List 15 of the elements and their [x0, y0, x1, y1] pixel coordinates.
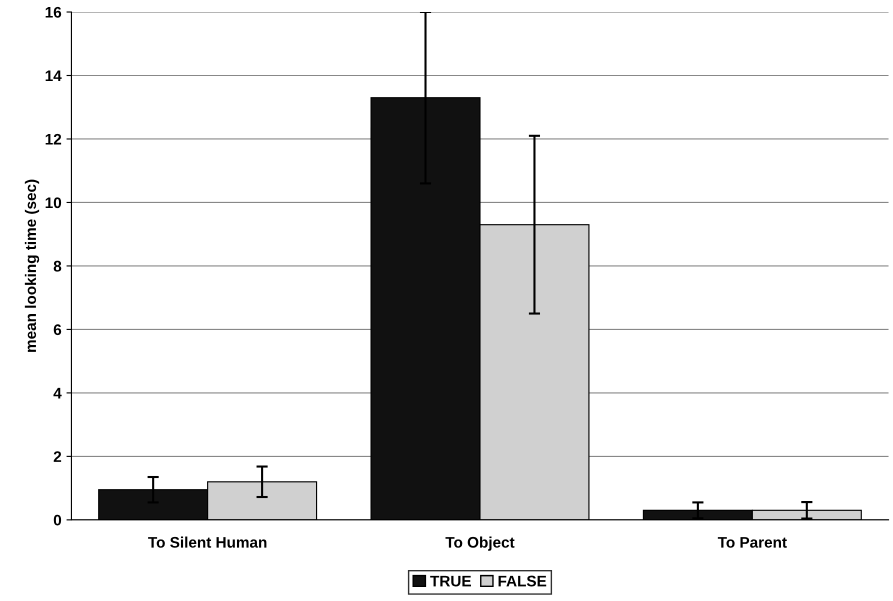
- y-tick-label: 2: [54, 451, 62, 462]
- x-tick-label: To Silent Human: [148, 536, 266, 548]
- y-tick-label: 10: [46, 197, 62, 208]
- y-tick-label: 16: [46, 6, 62, 18]
- y-tick-label: 6: [54, 324, 62, 336]
- y-tick-label: 0: [54, 514, 62, 526]
- y-tick-label: 8: [54, 260, 62, 272]
- legend-label: FALSE: [498, 576, 546, 586]
- y-tick-label: 4: [53, 388, 62, 398]
- x-tick-label: To Object: [446, 536, 514, 551]
- y-axis-title: mean looking time (sec): [24, 180, 40, 352]
- y-tick-label: 12: [46, 134, 62, 145]
- legend-label: TRUE: [430, 576, 471, 586]
- x-tick-label: To Parent: [718, 537, 787, 548]
- y-tick-label: 14: [46, 70, 62, 82]
